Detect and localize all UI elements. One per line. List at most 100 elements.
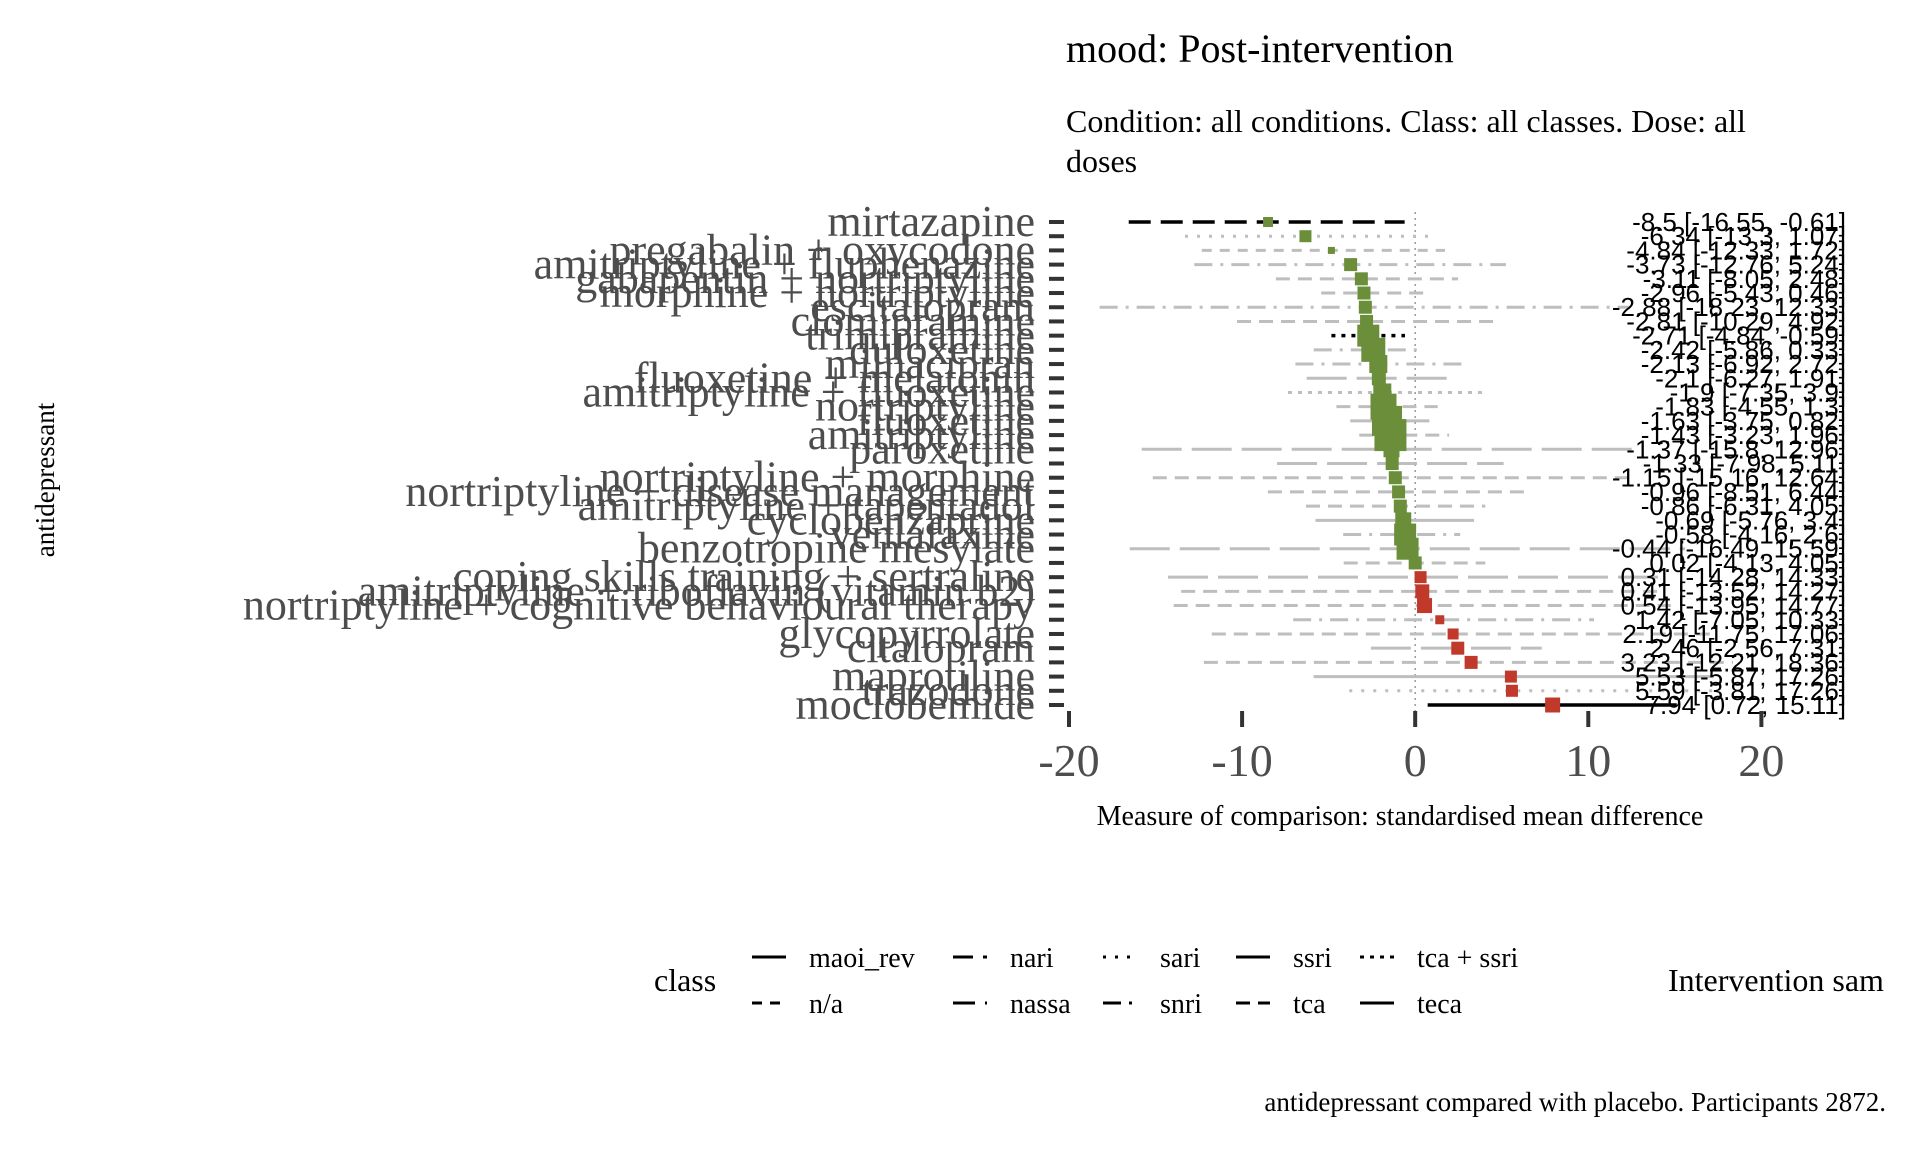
x-tick-label: 20 — [1738, 735, 1784, 786]
x-tick-label: -10 — [1211, 735, 1272, 786]
estimate-label: 1.42 [-7.05, 10.33] — [1635, 605, 1846, 635]
confidence-intervals — [1099, 220, 1733, 707]
estimate-label: -2.1 [-6.27, 1.91] — [1655, 363, 1846, 393]
category-label: benzotropine mesylate — [638, 524, 1035, 573]
category-label: amitriptyline — [808, 410, 1035, 459]
estimate-label: -2.13 [-6.92, 2.72] — [1641, 349, 1846, 379]
estimate-label: -1.15 [-15.16, 12.64] — [1612, 463, 1846, 493]
category-label: citalopram — [847, 623, 1035, 672]
point-estimate — [1299, 230, 1312, 243]
legend-entry: nassa — [1010, 989, 1071, 1020]
estimate-label: -0.96 [-8.51, 6.44] — [1641, 477, 1846, 507]
category-label: clomipramine — [791, 296, 1035, 345]
estimate-label: 5.59 [-3.81, 17.26] — [1635, 676, 1846, 706]
estimate-label: -0.69 [-5.76, 3.4] — [1655, 505, 1846, 535]
category-label: pregabalin + oxycodone — [609, 225, 1035, 274]
estimate-label: -2.42 [-5.86, 0.33] — [1641, 335, 1846, 365]
category-label: nortriptyline + morphine — [600, 453, 1035, 502]
class-legend: class maoi_rev n/a nari nassa sari snri ssri tc… — [654, 943, 1519, 1020]
category-label: trazodone — [862, 666, 1035, 715]
estimate-label: -0.86 [-6.31, 4.05] — [1641, 491, 1846, 521]
category-label: venlafaxine — [830, 510, 1035, 559]
category-label: nortriptyline + disease management — [405, 467, 1035, 516]
point-estimate — [1392, 485, 1406, 499]
estimate-label: -2.71 [-4.84, -0.59] — [1632, 321, 1846, 351]
legend-entry: n/a — [809, 989, 844, 1020]
category-label: cyclobenzaprine — [747, 495, 1035, 544]
legend-entry: sari — [1160, 943, 1201, 974]
legend-entry: tca — [1293, 989, 1326, 1020]
category-label: fluoxetine — [857, 396, 1035, 445]
category-label: amitriptyline + fluoxetine — [583, 367, 1035, 416]
point-estimates — [1263, 217, 1561, 713]
estimate-label: -1.83 [-4.55, 1.3] — [1655, 392, 1846, 422]
chart-caption: antidepressant compared with placebo. Pa… — [1264, 1087, 1886, 1117]
x-axis-label: Measure of comparison: standardised mean… — [1097, 801, 1704, 832]
point-estimate — [1435, 615, 1445, 625]
estimate-label: -4.84 [-12.33, 1.72] — [1626, 235, 1846, 265]
category-label: maprotiline — [832, 652, 1035, 701]
point-estimate — [1415, 584, 1430, 599]
category-label: nortriptyline + cognitive behavioural th… — [243, 581, 1035, 630]
point-estimate — [1371, 371, 1386, 386]
category-label: paroxetine — [849, 424, 1035, 473]
legend-entry: ssri — [1293, 943, 1332, 974]
estimate-label: -1.63 [-3.75, 0.82] — [1641, 406, 1846, 436]
size-legend-title: Intervention sam — [1668, 962, 1884, 998]
legend-entry: teca — [1417, 989, 1463, 1020]
estimate-label: 2.19 [-11.75, 17.06] — [1622, 619, 1846, 649]
category-label: moclobemide — [796, 680, 1036, 729]
y-axis-ticks — [1049, 220, 1064, 707]
chart-subtitle-line-2: doses — [1066, 143, 1137, 179]
point-estimate — [1344, 258, 1358, 272]
point-estimate — [1505, 684, 1518, 697]
point-estimate — [1464, 655, 1478, 669]
estimate-label: 0.54 [-13.95, 14.77] — [1620, 591, 1846, 621]
category-label: glycopyrrolate — [778, 609, 1035, 658]
point-estimate — [1263, 217, 1274, 227]
category-label: escitalopram — [810, 282, 1035, 331]
chart-subtitle-line-1: Condition: all conditions. Class: all cl… — [1066, 103, 1746, 139]
estimate-label: -2.88 [-18.23, 12.33] — [1612, 292, 1846, 322]
estimate-label: -1.9 [-7.35, 3.9] — [1670, 377, 1846, 407]
point-estimate — [1408, 556, 1422, 570]
estimate-label: 7.94 [0.72, 15.11] — [1646, 690, 1846, 720]
estimate-label: 0.41 [-13.52, 14.27] — [1620, 576, 1846, 606]
x-axis: -20 -10 0 10 20 — [1038, 711, 1784, 786]
legend-entry: tca + ssri — [1417, 943, 1519, 974]
estimate-label: -0.58 [-4.16, 2.6] — [1655, 520, 1846, 550]
estimate-label: -2.96 [-5.43, 0.46] — [1641, 278, 1846, 308]
estimate-label: 0.02 [-4.13, 4.05] — [1649, 548, 1846, 578]
estimate-label: -8.5 [-16.55, -0.61] — [1632, 207, 1846, 237]
legend-title: class — [654, 962, 716, 998]
estimate-label: -3.11 [-8.05, 2.48] — [1643, 264, 1846, 294]
estimate-label: 3.23 [-12.21, 18.36] — [1620, 647, 1846, 677]
point-estimate — [1393, 499, 1407, 513]
point-estimate — [1504, 670, 1517, 683]
estimate-label: -3.73 [-12.76, 5.24] — [1626, 250, 1846, 280]
x-tick-label: -20 — [1038, 735, 1099, 786]
estimate-label: -1.37 [-15.8, 12.96] — [1626, 434, 1846, 464]
estimate-label: -6.34 [-13.3, 1.07] — [1641, 221, 1846, 251]
estimate-label: 5.53 [-5.87, 17.26] — [1635, 662, 1846, 692]
point-estimate — [1385, 457, 1399, 470]
category-label: coping skills training + sertraline — [453, 552, 1035, 601]
legend-entry: snri — [1160, 989, 1202, 1020]
estimate-label: 2.46 [-2.56, 7.31] — [1649, 633, 1846, 663]
point-estimate — [1396, 537, 1419, 560]
x-tick-label: 0 — [1404, 735, 1427, 786]
point-estimate — [1369, 355, 1388, 374]
point-estimate — [1417, 598, 1433, 614]
point-estimate — [1447, 628, 1459, 640]
estimate-label: -1.33 [-7.98, 5.11] — [1643, 449, 1846, 479]
point-estimate — [1354, 272, 1368, 286]
estimate-label: -0.44 [-16.49, 15.59] — [1612, 534, 1846, 564]
category-label: milnacipran — [825, 339, 1035, 388]
estimate-label: 0.31 [-14.28, 14.33] — [1620, 562, 1846, 592]
category-label: duloxetine — [849, 325, 1035, 374]
category-label: amitriptyline + riboflavin (vitamin b2) — [358, 566, 1035, 615]
point-estimate — [1357, 286, 1371, 300]
point-estimate — [1414, 571, 1427, 584]
